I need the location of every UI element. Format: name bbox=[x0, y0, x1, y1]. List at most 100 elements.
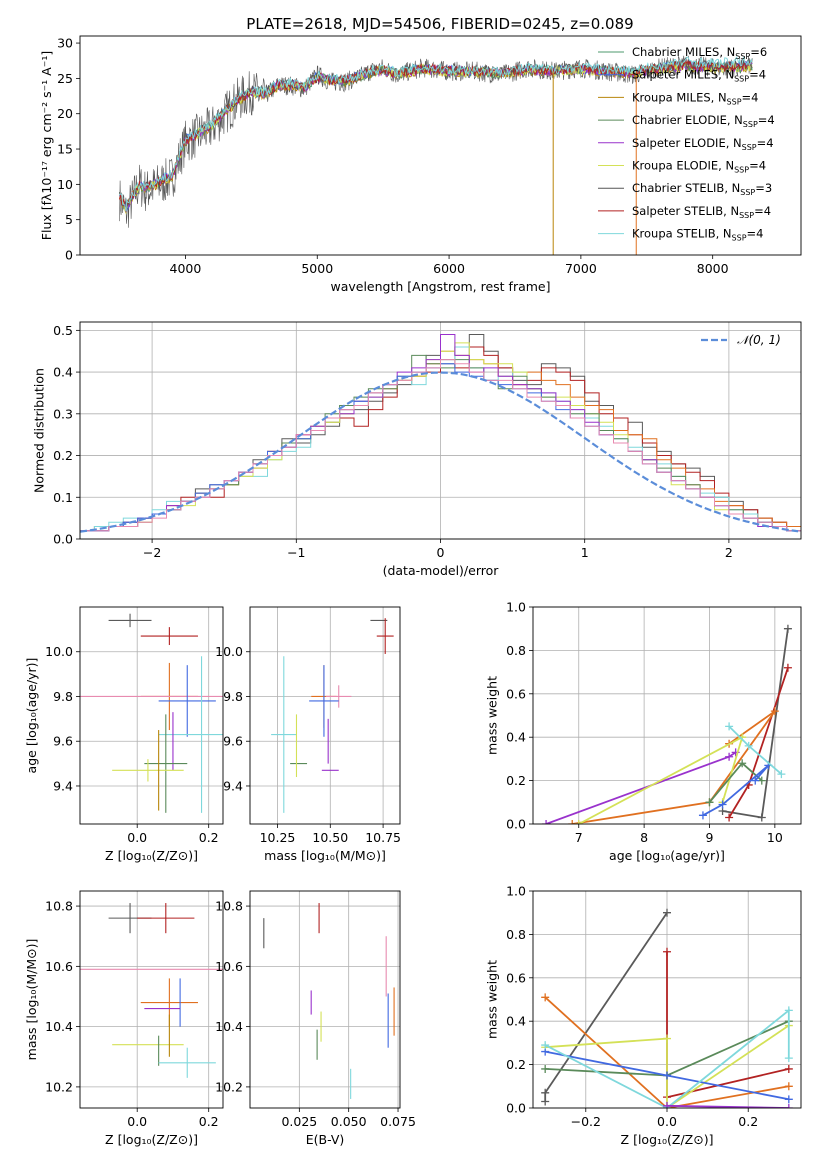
plus-marker bbox=[738, 759, 747, 768]
x-tick-label: 0.2 bbox=[199, 830, 219, 845]
legend-subscript: SSP bbox=[739, 211, 754, 220]
legend-text: Salpeter MILES, N bbox=[632, 68, 734, 82]
x-tick-label: −1 bbox=[287, 545, 305, 560]
legend-label: Chabrier ELODIE, NSSP=4 bbox=[632, 113, 775, 129]
legend-subscript: SSP bbox=[732, 234, 747, 243]
legend-subscript: SSP bbox=[740, 188, 755, 197]
y-tick-label: 1.0 bbox=[506, 884, 526, 899]
y-tick-label: 0.8 bbox=[506, 927, 526, 942]
plot-area bbox=[541, 908, 793, 1108]
legend-text: =4 bbox=[758, 113, 775, 127]
legend-text: Chabrier ELODIE, N bbox=[632, 113, 743, 127]
y-tick-label: 0.0 bbox=[506, 1101, 526, 1116]
x-axis-label: mass [log₁₀(M/M⊙)] bbox=[264, 848, 386, 863]
plus-marker bbox=[542, 820, 551, 824]
y-tick-label: 1.0 bbox=[506, 600, 526, 615]
plot-area bbox=[263, 903, 395, 1099]
plot-area bbox=[80, 903, 223, 1078]
plus-marker bbox=[770, 707, 779, 716]
plus-marker bbox=[541, 1088, 550, 1097]
y-tick-label: 0.3 bbox=[53, 406, 73, 421]
y-tick-label: 0.5 bbox=[53, 323, 73, 338]
y-tick-label: 25 bbox=[57, 71, 73, 86]
plus-marker bbox=[541, 1097, 550, 1106]
legend-label: Kroupa ELODIE, NSSP=4 bbox=[632, 159, 766, 175]
x-axis-label: Z [log₁₀(Z/Z⊙)] bbox=[105, 1132, 198, 1147]
x-tick-label: 0 bbox=[437, 545, 445, 560]
x-axis-label: E(B-V) bbox=[306, 1132, 345, 1147]
y-axis-label: Normed distribution bbox=[32, 368, 47, 493]
plus-marker bbox=[725, 752, 734, 761]
legend-text: Kroupa ELODIE, N bbox=[632, 159, 734, 173]
figure-title: PLATE=2618, MJD=54506, FIBERID=0245, z=0… bbox=[246, 15, 633, 33]
plus-marker bbox=[783, 624, 792, 633]
plot-area bbox=[80, 334, 801, 533]
legend-label: Chabrier STELIB, NSSP=3 bbox=[632, 181, 772, 197]
legend-text: =4 bbox=[742, 90, 759, 104]
y-tick-label: 0.4 bbox=[53, 365, 73, 380]
x-tick-label: 8000 bbox=[697, 261, 729, 276]
y-tick-label: 0.0 bbox=[506, 817, 526, 832]
x-axis-label: (data-model)/error bbox=[383, 563, 500, 578]
plot-area bbox=[119, 55, 753, 255]
x-tick-label: 0.2 bbox=[738, 1114, 758, 1129]
mass-weight-line bbox=[722, 628, 789, 819]
y-tick-label: 0.6 bbox=[506, 686, 526, 701]
panel-3: 10.25 10.50 10.75 9.4 9.6 9.8 10.0 mass [log₁₀(… bbox=[215, 606, 401, 863]
panel-1: −2 −1 0 1 2 0.0 0.1 0.2 0.3 0.4 0.5 (data-model)/er… bbox=[32, 321, 802, 578]
plus-marker bbox=[568, 820, 577, 824]
plus-marker bbox=[663, 908, 671, 917]
y-tick-label: 10.0 bbox=[215, 644, 243, 659]
y-tick-label: 10.8 bbox=[215, 899, 243, 914]
x-axis-label: age [log₁₀(age/yr)] bbox=[609, 848, 725, 863]
plus-marker bbox=[698, 811, 707, 820]
legend-text: Chabrier MILES, N bbox=[632, 45, 735, 59]
legend-text: Kroupa MILES, N bbox=[632, 90, 727, 104]
plus-marker bbox=[744, 741, 753, 750]
gaussian-curve bbox=[80, 371, 799, 533]
legend-text: =3 bbox=[755, 181, 772, 195]
legend-label: Salpeter ELODIE, NSSP=4 bbox=[632, 136, 774, 152]
axes-frame bbox=[532, 606, 802, 825]
panel-7: −0.2 0.0 0.2 0.0 0.2 0.4 0.6 0.8 1.0 Z [log₁₀(Z/Z… bbox=[485, 884, 802, 1147]
y-tick-label: 0.8 bbox=[506, 643, 526, 658]
plus-marker bbox=[663, 947, 671, 956]
plus-marker bbox=[725, 813, 734, 822]
plus-marker bbox=[718, 800, 727, 809]
plus-marker bbox=[784, 1095, 793, 1104]
legend-subscript: SSP bbox=[743, 120, 758, 129]
plus-marker bbox=[663, 1034, 671, 1043]
legend-text: Kroupa STELIB, N bbox=[632, 227, 732, 241]
x-tick-label: −0.2 bbox=[571, 1114, 601, 1129]
y-tick-label: 0.6 bbox=[506, 970, 526, 985]
plus-marker bbox=[783, 663, 792, 672]
model-spectrum-line bbox=[119, 59, 753, 213]
legend-text: Salpeter STELIB, N bbox=[632, 204, 739, 218]
legend-text: =6 bbox=[750, 45, 767, 59]
x-tick-label: 10 bbox=[767, 830, 783, 845]
plus-marker bbox=[541, 1064, 550, 1073]
legend-text: =4 bbox=[747, 227, 764, 241]
axes-frame bbox=[249, 890, 401, 1109]
y-tick-label: 0.0 bbox=[53, 532, 73, 547]
y-tick-label: 10.4 bbox=[215, 1019, 243, 1034]
x-axis-label: Z [log₁₀(Z/Z⊙)] bbox=[621, 1132, 714, 1147]
y-tick-label: 15 bbox=[57, 142, 73, 157]
mass-weight-line bbox=[544, 1008, 790, 1108]
x-tick-label: 0.2 bbox=[199, 1114, 219, 1129]
plus-marker bbox=[541, 1041, 550, 1050]
model-spectrum-line bbox=[119, 56, 753, 212]
y-axis-label: age [log₁₀(age/yr)] bbox=[24, 658, 39, 774]
legend-subscript: SSP bbox=[742, 143, 757, 152]
axes-frame bbox=[79, 321, 802, 540]
axes-frame bbox=[79, 35, 802, 256]
y-tick-label: 0.2 bbox=[506, 773, 526, 788]
histogram-step bbox=[80, 359, 801, 532]
x-tick-label: 0.0 bbox=[127, 830, 147, 845]
plus-marker bbox=[784, 1082, 793, 1091]
plus-marker bbox=[663, 1071, 671, 1080]
y-tick-label: 0.2 bbox=[506, 1057, 526, 1072]
y-tick-label: 0 bbox=[65, 248, 73, 263]
panel-5: 0.0 0.2 10.2 10.4 10.6 10.8 Z [log₁₀(Z/Z⊙)] mas… bbox=[24, 890, 224, 1147]
y-tick-label: 10.0 bbox=[45, 644, 73, 659]
